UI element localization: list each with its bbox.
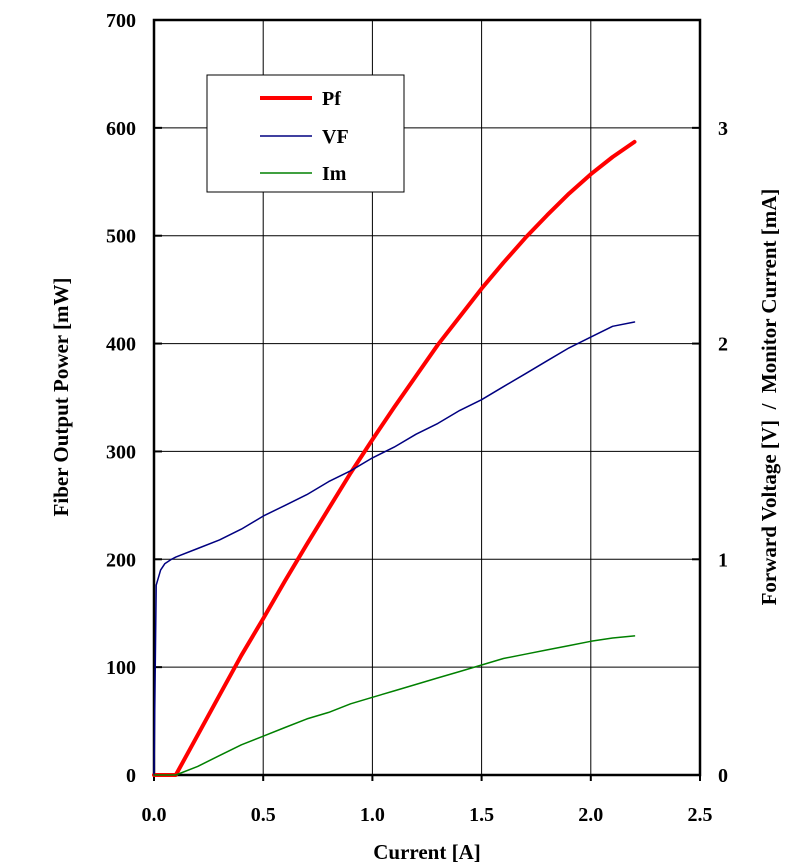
y-left-tick-label: 300 bbox=[106, 441, 136, 463]
series-line-im bbox=[153, 635, 636, 776]
y-right-tick-label: 2 bbox=[718, 334, 728, 356]
y-right-tick-label: 0 bbox=[718, 765, 728, 787]
y-left-tick-label: 700 bbox=[106, 10, 136, 32]
plot-frame bbox=[152, 18, 702, 777]
legend-box bbox=[206, 74, 405, 193]
y-right-tick-label: 1 bbox=[718, 549, 728, 571]
series-line-vf bbox=[153, 321, 636, 776]
x-tick-label: 2.5 bbox=[688, 804, 713, 826]
x-tick-label: 2.0 bbox=[578, 804, 603, 826]
legend-label-vf: VF bbox=[322, 126, 349, 148]
x-tick-label: 1.5 bbox=[469, 804, 494, 826]
y-right-tick-label: 3 bbox=[718, 118, 728, 140]
y-left-tick-label: 600 bbox=[106, 118, 136, 140]
legend-label-im: Im bbox=[322, 163, 347, 185]
y-left-tick-label: 100 bbox=[106, 657, 136, 679]
x-tick-label: 1.0 bbox=[360, 804, 385, 826]
series-line-pf bbox=[152, 139, 637, 777]
y-left-tick-label: 0 bbox=[126, 765, 136, 787]
x-axis: 0.0 0.5 1.0 1.5 2.0 2.5 bbox=[142, 775, 713, 826]
x-tick-label: 0.0 bbox=[142, 804, 167, 826]
legend: Pf VF Im bbox=[206, 74, 405, 193]
y-right-axis-title: Forward Voltage [V] / Monitor Current [m… bbox=[757, 189, 781, 606]
x-tick-label: 0.5 bbox=[251, 804, 276, 826]
left-axis: 0 100 200 300 400 500 600 700 bbox=[106, 10, 162, 787]
y-left-axis-title: Fiber Output Power [mW] bbox=[49, 278, 73, 517]
series-lines bbox=[152, 139, 637, 777]
y-left-tick-label: 400 bbox=[106, 334, 136, 356]
right-axis: 0 1 2 3 bbox=[692, 118, 728, 787]
legend-label-pf: Pf bbox=[322, 88, 341, 110]
x-axis-title: Current [A] bbox=[373, 840, 481, 864]
y-left-tick-label: 200 bbox=[106, 549, 136, 571]
y-left-tick-label: 500 bbox=[106, 226, 136, 248]
